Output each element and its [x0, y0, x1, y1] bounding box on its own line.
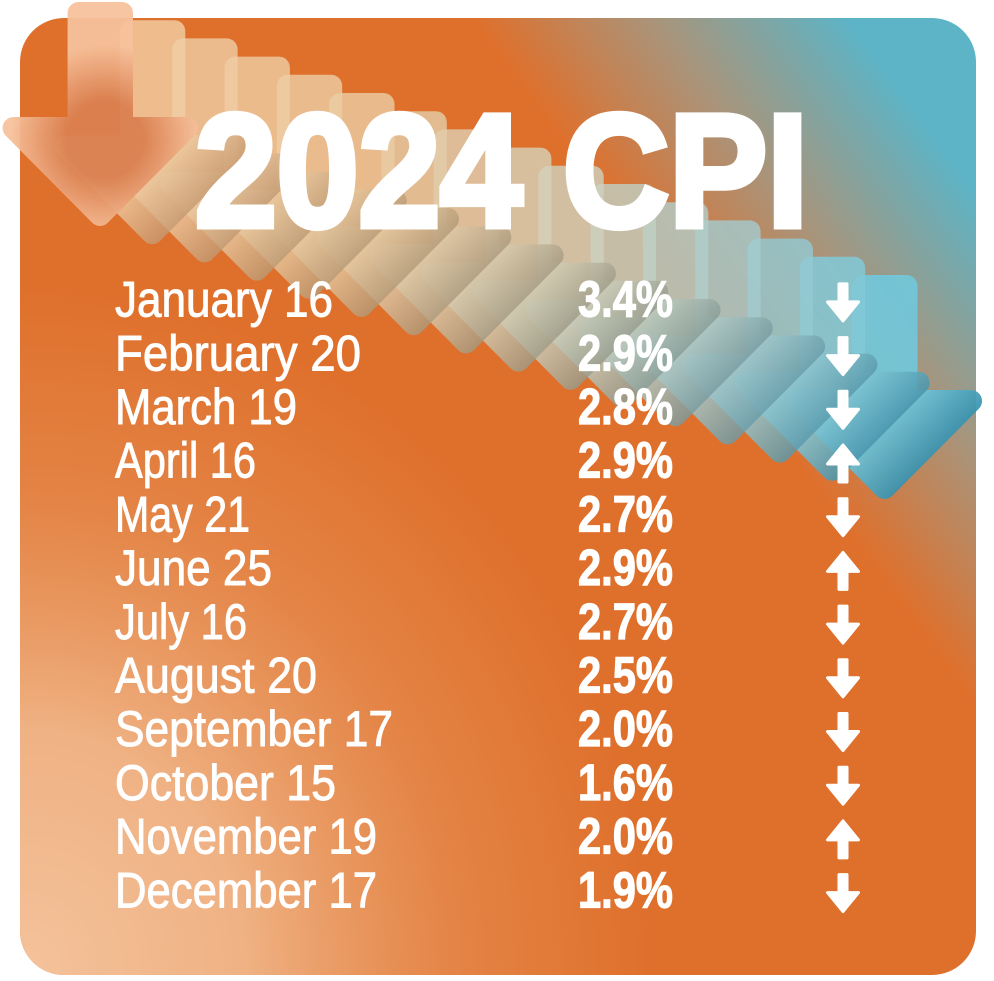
svg-text:3.4%: 3.4%	[578, 271, 673, 328]
svg-text:February 20: February 20	[115, 325, 361, 381]
svg-text:2.7%: 2.7%	[578, 485, 673, 542]
svg-text:2.8%: 2.8%	[578, 378, 673, 435]
svg-text:April 16: April 16	[115, 433, 256, 489]
svg-text:2024 CPI: 2024 CPI	[195, 81, 808, 260]
svg-text:September 17: September 17	[115, 701, 393, 757]
svg-text:May 21: May 21	[115, 486, 250, 542]
svg-text:December 17: December 17	[115, 862, 377, 918]
svg-text:1.6%: 1.6%	[578, 754, 673, 811]
svg-text:August 20: August 20	[115, 648, 317, 704]
svg-text:January 16: January 16	[115, 272, 333, 328]
svg-text:1.9%: 1.9%	[578, 861, 673, 918]
svg-text:2.0%: 2.0%	[578, 700, 673, 757]
svg-text:2.9%: 2.9%	[578, 324, 673, 381]
svg-text:2.9%: 2.9%	[578, 432, 673, 489]
svg-text:November 19: November 19	[115, 809, 377, 865]
svg-text:June 25: June 25	[115, 540, 272, 596]
svg-text:March 19: March 19	[115, 379, 297, 435]
svg-text:2.9%: 2.9%	[578, 539, 673, 596]
svg-text:2.7%: 2.7%	[578, 593, 673, 650]
svg-text:July 16: July 16	[115, 594, 247, 650]
svg-text:2.0%: 2.0%	[578, 808, 673, 865]
svg-text:October 15: October 15	[115, 755, 336, 811]
svg-text:2.5%: 2.5%	[578, 647, 673, 704]
